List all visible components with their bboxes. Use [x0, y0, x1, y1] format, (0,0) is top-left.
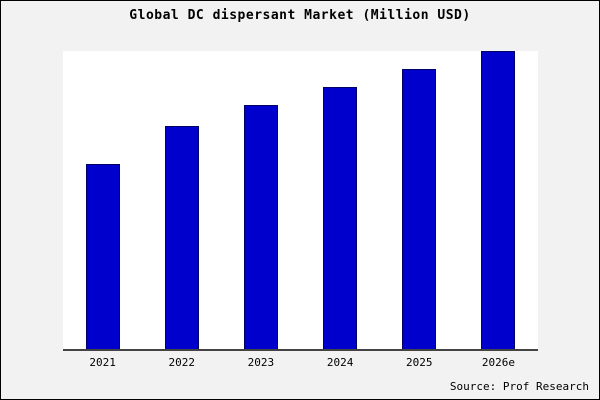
- source-text: Source: Prof Research: [449, 380, 589, 393]
- bar: [481, 51, 516, 349]
- bar: [164, 125, 199, 349]
- x-axis-labels: 2021 2022 2023 2024 2025 2026e: [63, 356, 538, 369]
- bar: [323, 86, 358, 349]
- bar-column: [301, 51, 380, 349]
- bar: [85, 164, 120, 349]
- bar-column: [459, 51, 538, 349]
- x-tick-label: 2024: [326, 356, 354, 369]
- plot-area: [63, 51, 538, 351]
- x-tick-label: 2026e: [481, 356, 515, 369]
- bars-container: [63, 51, 538, 349]
- bar: [402, 68, 437, 349]
- bar-column: [63, 51, 142, 349]
- x-tick-label: 2023: [247, 356, 275, 369]
- bar-column: [142, 51, 221, 349]
- x-tick-label: 2022: [168, 356, 196, 369]
- chart-title: Global DC dispersant Market (Million USD…: [129, 8, 471, 23]
- bar: [243, 104, 278, 349]
- bar-column: [380, 51, 459, 349]
- x-tick-label: 2025: [406, 356, 433, 369]
- x-tick-label: 2021: [89, 356, 116, 369]
- bar-column: [221, 51, 300, 349]
